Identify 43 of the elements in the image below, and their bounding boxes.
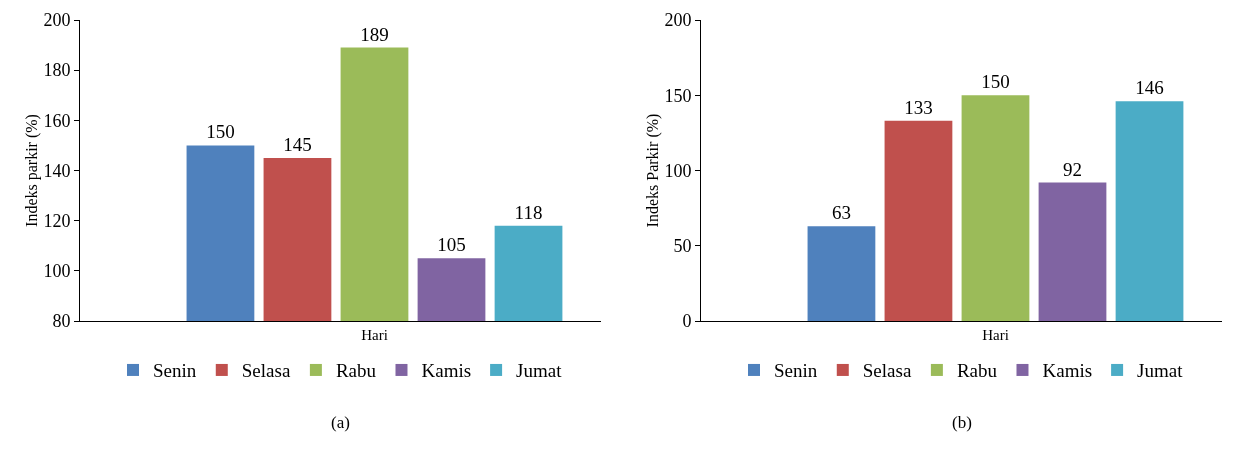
legend-label: Rabu (335, 360, 377, 382)
y-tick-label: 180 (43, 60, 71, 81)
data-label: 146 (1135, 77, 1164, 99)
legend-label: Rabu (956, 360, 998, 382)
data-label: 189 (360, 23, 389, 45)
data-label: 118 (514, 201, 543, 223)
y-tick-label: 80 (52, 311, 71, 332)
legend-label: Jumat (516, 360, 563, 382)
y-tick-label: 50 (673, 236, 692, 257)
data-label: 150 (981, 71, 1010, 93)
data-label: 63 (831, 202, 851, 224)
bar (1115, 101, 1184, 321)
y-axis-title: Indeks Parkir (%) (644, 113, 663, 228)
data-label: 92 (1062, 158, 1082, 180)
data-label: 145 (283, 133, 312, 155)
bar (961, 95, 1030, 321)
data-label: 150 (206, 121, 235, 143)
legend-label: Senin (774, 360, 818, 382)
legend-label: Senin (153, 360, 197, 382)
y-tick-label: 160 (43, 110, 71, 131)
y-tick-label: 100 (664, 160, 692, 181)
bar (1038, 182, 1107, 321)
legend-label: Jumat (1137, 360, 1184, 382)
y-tick-label: 100 (43, 261, 71, 282)
y-tick-label: 150 (664, 85, 692, 106)
y-tick-label: 0 (682, 311, 692, 332)
y-tick-label: 120 (43, 210, 71, 231)
y-tick-label: 200 (43, 10, 71, 31)
data-label: 133 (904, 96, 933, 118)
text: (a) (331, 413, 350, 432)
y-tick-label: 140 (43, 160, 71, 181)
x-tick-label: Hari (982, 327, 1009, 343)
bar (807, 226, 876, 321)
y-tick-label: 200 (664, 10, 692, 31)
data-label: 105 (437, 234, 466, 256)
text: (b) (952, 413, 972, 432)
legend-label: Selasa (241, 360, 291, 382)
legend-label: Kamis (421, 360, 472, 382)
x-tick-label: Hari (361, 327, 388, 343)
bar (884, 120, 953, 321)
legend-label: Selasa (862, 360, 912, 382)
y-axis-title: Indeks parkir (%) (23, 114, 42, 227)
legend-label: Kamis (1042, 360, 1093, 382)
